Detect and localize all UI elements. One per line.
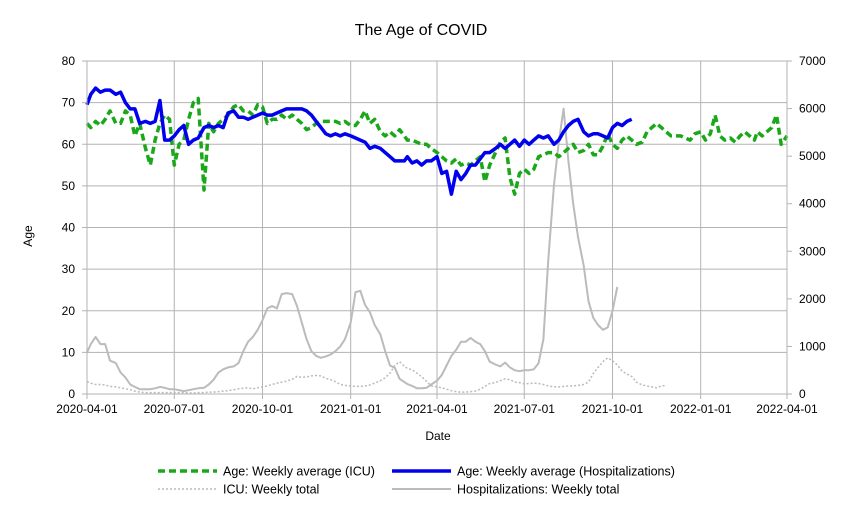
right-tick-label: 3000 [799,244,826,258]
right-tick-label: 2000 [799,292,826,306]
x-tick-label: 2021-04-01 [406,402,468,416]
left-tick-label: 40 [62,221,76,235]
x-axis-ticks: 2020-04-01 2020-07-01 2020-10-01 2021-01-01… [56,394,818,416]
legend: Age: Weekly average (ICU) Age: Weekly ave… [158,465,675,497]
left-tick-label: 20 [62,304,76,318]
right-tick-label: 5000 [799,149,826,163]
y-axis-label: Age [21,225,35,247]
x-axis-label: Date [425,429,451,443]
left-tick-label: 0 [68,387,75,401]
right-tick-label: 6000 [799,102,826,116]
right-tick-label: 7000 [799,54,826,68]
left-tick-label: 70 [62,96,76,110]
right-tick-label: 4000 [799,197,826,211]
x-tick-label: 2020-10-01 [232,402,294,416]
left-tick-label: 10 [62,345,76,359]
series-line [85,96,789,196]
right-axis-ticks: 0 1000 2000 3000 4000 5000 6000 7000 [787,54,826,401]
right-tick-label: 1000 [799,339,826,353]
left-tick-label: 30 [62,262,76,276]
x-tick-label: 2020-04-01 [56,402,118,416]
x-tick-label: 2022-01-01 [670,402,732,416]
series-line [86,357,667,394]
x-tick-label: 2022-04-01 [756,402,818,416]
x-tick-label: 2021-10-01 [582,402,644,416]
left-tick-label: 50 [62,179,76,193]
x-tick-label: 2020-07-01 [144,402,206,416]
series-line [86,107,619,393]
gridlines [86,60,788,395]
series-layer [85,86,789,394]
x-tick-label: 2021-07-01 [494,402,556,416]
legend-label: Age: Weekly average (ICU) [223,465,375,479]
left-tick-label: 60 [62,137,76,151]
left-tick-label: 80 [62,54,76,68]
left-axis-ticks: 0 10 20 30 40 50 60 70 80 [62,54,87,401]
series-line [85,86,633,196]
x-tick-label: 2021-01-01 [320,402,382,416]
chart-title: The Age of COVID [355,22,488,39]
legend-label: Hospitalizations: Weekly total [457,483,619,497]
right-tick-label: 0 [799,387,806,401]
legend-label: ICU: Weekly total [223,483,319,497]
legend-label: Age: Weekly average (Hospitalizations) [457,465,675,479]
